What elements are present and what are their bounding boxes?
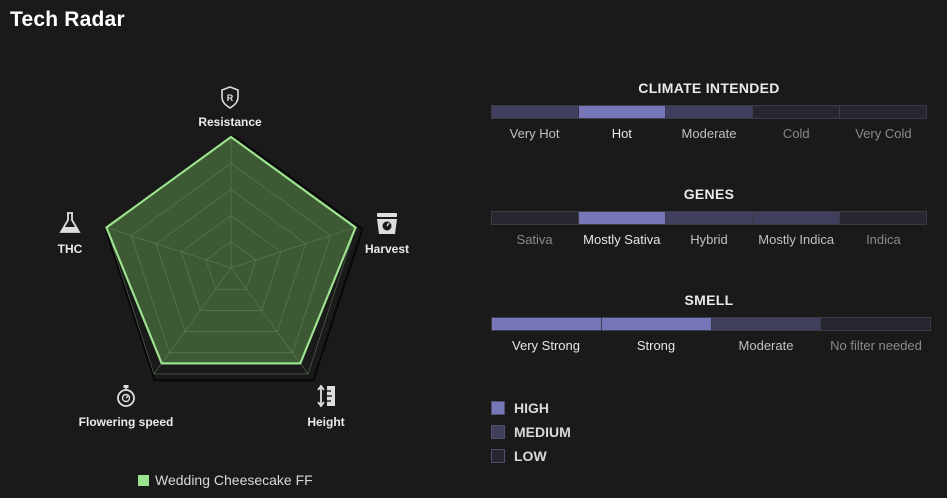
scale-label: Cold [782,126,810,141]
scale-segment [821,318,930,330]
scale-label: Strong [636,338,676,353]
legend-swatch [138,474,149,486]
scale-segment [492,106,579,118]
scale-bar-genes [491,211,927,225]
scale-labels-climate: Very Hot Hot Moderate Cold Very Cold [491,126,927,141]
flask-icon [59,212,81,233]
scale-title-climate: CLIMATE INTENDED [638,80,780,96]
scale-bar-smell [491,317,931,331]
svg-text:R: R [227,93,234,103]
scale-label: Mostly Indica [758,232,835,247]
scale-weight-icon [377,213,397,234]
scale-segment [753,106,840,118]
scale-segment [601,318,712,330]
scale-segment [579,212,666,224]
radar-series-line [105,135,357,365]
scale-label: Moderate [738,338,794,353]
radar-spoke [230,267,309,375]
radar-axis-label: Flowering speed [79,415,174,429]
radar-spoke [230,227,356,269]
scale-label: Indica [866,232,901,247]
scale-label: Mostly Sativa [583,232,661,247]
scale-segment [840,106,926,118]
scale-segment [711,318,822,330]
key-swatch-low [491,449,505,463]
scale-labels-genes: Sativa Mostly Sativa Hybrid Mostly Indica In… [491,232,927,247]
key-swatch-medium [491,425,505,439]
ruler-arrows-icon [317,384,335,408]
key-label-medium: MEDIUM [514,424,571,440]
page-title: Tech Radar [10,8,125,31]
radar-chart: R Resistance Harvest Height Flowering speed T… [58,86,409,429]
key-low: LOW [491,448,547,464]
scale-segment [666,212,753,224]
radar-axis-label: Resistance [198,115,262,129]
scale-segment [579,106,666,118]
scale-segment [492,318,602,330]
legend-label: Wedding Cheesecake FF [155,472,313,488]
scale-label: Very Cold [855,126,912,141]
radar-spoke [106,227,232,269]
scale-title-smell: SMELL [684,292,734,308]
scale-segment [492,212,579,224]
scale-title-genes: GENES [683,186,735,202]
radar-grid-ring [130,162,332,354]
radar-grid-ring [155,189,307,332]
scale-label: Hybrid [690,232,728,247]
scale-label: Moderate [681,126,737,141]
radar-axis-label: THC [58,242,83,256]
scale-label: Very Hot [509,126,560,141]
key-label-high: HIGH [514,400,549,416]
key-medium: MEDIUM [491,424,571,440]
stopwatch-icon [117,385,135,407]
shield-r-icon: R [221,86,239,109]
scale-bar-climate [491,105,927,119]
radar-spoke [153,267,232,375]
scale-segment [753,212,840,224]
scale-label: Very Strong [512,338,580,353]
key-swatch-high [491,401,505,415]
scale-label: No filter needed [830,338,922,353]
radar-grid-ring [205,241,257,290]
key-label-low: LOW [514,448,547,464]
radar-grid-ring [180,215,282,311]
scale-label: Hot [611,126,632,141]
radar-axis-label: Harvest [365,242,409,256]
radar-axis-label: Height [307,415,344,429]
scale-segment [840,212,926,224]
scale-labels-smell: Very Strong Strong Moderate No filter neede… [491,338,931,353]
scale-segment [666,106,753,118]
chart-legend[interactable]: Wedding Cheesecake FF [138,472,313,488]
scale-label: Sativa [516,232,553,247]
key-high: HIGH [491,400,549,416]
